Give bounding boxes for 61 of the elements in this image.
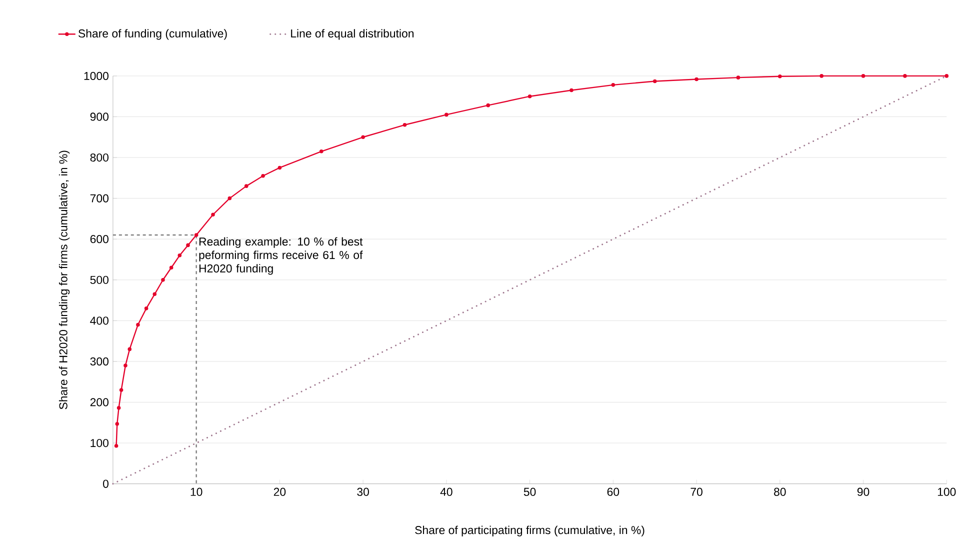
y-tick-label: 500	[90, 276, 108, 284]
point	[161, 278, 165, 282]
legend-label: Share of funding (cumulative)	[78, 29, 227, 40]
x-tick-label: 80	[774, 488, 786, 496]
point	[903, 74, 907, 78]
y-tick-label: 900	[90, 112, 108, 121]
x-tick-label: 20	[274, 488, 286, 496]
point	[144, 306, 148, 310]
x-tick-label: 60	[607, 488, 620, 496]
x-tick-label: 50	[524, 488, 536, 496]
y-tick-label: 700	[90, 194, 108, 202]
point	[278, 166, 282, 170]
x-tick-label: 10	[190, 488, 202, 496]
point	[319, 150, 324, 154]
annotation: Reading example: 10 % of best peforming firms receive 61 % of H2020 funding	[199, 237, 363, 275]
point	[119, 388, 124, 392]
point	[261, 174, 265, 178]
y-axis-title: Share of H2020 funding for firms (cumulative, in %)	[58, 150, 70, 410]
x-tick-label: 40	[440, 488, 452, 496]
y-tick-label: 0	[103, 480, 108, 488]
point	[778, 74, 782, 78]
point	[486, 104, 490, 108]
x-tick-label: 90	[857, 488, 870, 496]
point	[194, 233, 198, 238]
x-tick-label: 100	[938, 488, 956, 496]
point	[115, 422, 120, 426]
point	[128, 347, 132, 352]
y-tick-label: 100	[90, 439, 108, 448]
point	[611, 83, 616, 87]
point	[861, 74, 866, 78]
point	[570, 88, 574, 92]
point	[116, 406, 121, 410]
point	[228, 196, 232, 200]
point	[114, 444, 118, 448]
y-tick-label: 200	[90, 398, 108, 406]
y-tick-label: 300	[90, 358, 108, 366]
point	[820, 74, 824, 78]
y-tick-label: 600	[90, 235, 108, 244]
point	[528, 94, 532, 98]
point	[652, 79, 657, 84]
point	[361, 135, 365, 140]
x-tick-label: 30	[357, 488, 369, 496]
point	[444, 112, 448, 117]
y-tick-label: 400	[90, 316, 108, 325]
y-tick-label: 800	[90, 154, 108, 162]
x-tick-label: 70	[690, 488, 702, 496]
point	[694, 77, 698, 82]
point	[136, 322, 140, 327]
point	[244, 184, 248, 188]
y-tick-label: 1000	[84, 72, 108, 80]
point	[944, 74, 949, 78]
x-axis-title: Share of participating firms (cumulative, in %)	[415, 526, 644, 537]
point	[178, 254, 182, 258]
point	[736, 76, 740, 80]
point	[124, 364, 128, 368]
point	[402, 123, 407, 127]
point	[169, 266, 174, 270]
point	[186, 243, 190, 248]
point	[152, 292, 157, 296]
legend-label: Line of equal distribution	[291, 29, 414, 40]
point	[211, 212, 215, 217]
